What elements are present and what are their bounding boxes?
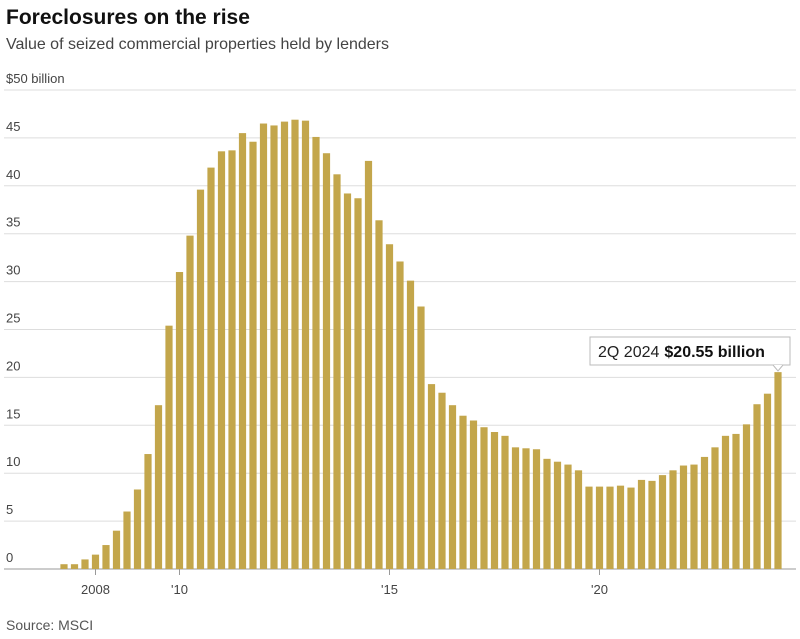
bar <box>60 564 68 569</box>
bar <box>322 153 331 569</box>
bar <box>700 456 709 569</box>
y-tick-label: 0 <box>6 550 13 565</box>
bar <box>543 458 551 569</box>
bar <box>427 384 436 569</box>
annotation-label: 2Q 2024 <box>598 344 659 361</box>
bar <box>448 405 457 569</box>
bar <box>406 280 415 569</box>
bar <box>627 487 635 569</box>
bar <box>70 564 79 569</box>
bar <box>595 486 604 569</box>
x-tick-label: '10 <box>171 582 188 597</box>
bar <box>312 136 320 569</box>
bar <box>711 447 719 569</box>
bar <box>469 420 478 569</box>
chart-title: Foreclosures on the rise <box>6 6 250 29</box>
bar <box>228 150 236 569</box>
bar <box>774 372 782 569</box>
bar <box>721 435 730 569</box>
y-tick-label: 25 <box>6 311 20 326</box>
annotation-text: 2Q 2024 $20.55 billion <box>598 344 765 361</box>
bar <box>606 486 614 569</box>
bar <box>91 554 100 569</box>
bar <box>364 160 373 569</box>
bar <box>669 470 677 569</box>
bar <box>396 261 404 569</box>
bar <box>637 479 646 569</box>
bar <box>196 189 205 569</box>
bar <box>259 123 268 569</box>
bar <box>753 404 761 569</box>
bar <box>249 141 257 569</box>
bar <box>532 449 541 569</box>
bar <box>763 393 772 569</box>
bar <box>270 125 278 570</box>
bar <box>291 119 299 569</box>
bar <box>616 485 625 569</box>
bar <box>333 174 341 569</box>
bar <box>154 405 163 569</box>
bar <box>459 415 467 569</box>
annotation: 2Q 2024 $20.55 billion <box>589 336 791 372</box>
bar <box>165 325 173 569</box>
bar <box>564 464 572 569</box>
y-tick-label: 15 <box>6 406 20 421</box>
y-tick-label: 30 <box>6 263 20 278</box>
bar <box>574 470 583 569</box>
bar <box>301 120 310 569</box>
bar <box>343 193 352 570</box>
bar <box>511 447 520 569</box>
bar <box>175 272 184 569</box>
chart-subtitle: Value of seized commercial properties he… <box>6 36 389 53</box>
x-tick-label: '20 <box>591 582 608 597</box>
bar <box>501 435 509 569</box>
y-tick-label: $50 billion <box>6 71 65 86</box>
bar <box>207 167 215 569</box>
bar <box>238 133 247 570</box>
y-tick-label: 20 <box>6 358 20 373</box>
bar <box>438 392 446 569</box>
bar <box>690 464 698 569</box>
bar <box>385 244 394 569</box>
y-tick-label: 35 <box>6 215 20 230</box>
bar <box>742 424 751 569</box>
bar <box>490 432 499 569</box>
bar <box>553 461 562 569</box>
y-tick-label: 45 <box>6 119 20 134</box>
y-tick-label: 10 <box>6 454 20 469</box>
bar <box>679 465 688 569</box>
bar <box>522 448 530 569</box>
bar <box>417 306 425 569</box>
y-tick-label: 40 <box>6 167 20 182</box>
x-tick-label: '15 <box>381 582 398 597</box>
x-tick-label: 2008 <box>81 582 110 597</box>
bar <box>732 433 740 569</box>
bar <box>585 486 593 569</box>
bar <box>123 511 131 569</box>
bar <box>217 151 226 569</box>
bar <box>375 220 383 569</box>
bar <box>354 198 362 569</box>
bar <box>112 530 121 569</box>
bar <box>280 121 289 569</box>
annotation-pointer <box>772 364 784 372</box>
source: Source: MSCI <box>6 617 93 633</box>
bar <box>648 480 656 569</box>
bar <box>81 559 89 569</box>
bar <box>186 235 194 569</box>
bar <box>102 545 110 569</box>
bar <box>144 454 152 569</box>
bar <box>133 489 142 569</box>
bar <box>480 427 488 569</box>
value-label: $20.55 billion <box>664 344 764 361</box>
bar <box>658 475 667 569</box>
annotation-box <box>589 336 791 366</box>
y-tick-label: 5 <box>6 502 13 517</box>
